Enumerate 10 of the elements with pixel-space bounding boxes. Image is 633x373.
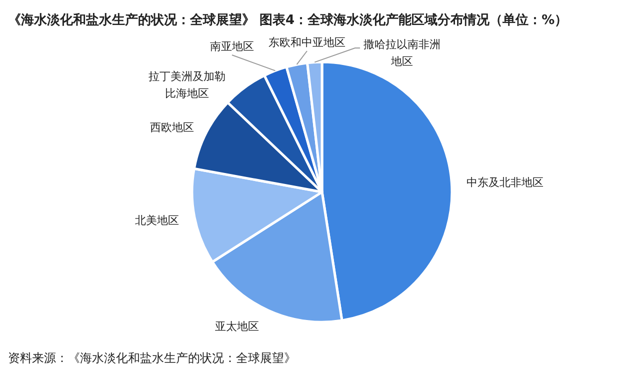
slice-label: 拉丁美洲及加勒比海地区 <box>148 70 226 100</box>
slice-label: 撒哈拉以南非洲地区 <box>364 38 440 68</box>
slice-label: 北美地区 <box>135 214 179 227</box>
slice-label: 西欧地区 <box>150 121 194 134</box>
slice-label: 亚太地区 <box>215 320 259 333</box>
chart-title: 《海水淡化和盐水生产的状况：全球展望》 图表4：全球海水淡化产能区域分布情况（单位：%） <box>8 12 568 28</box>
slice-label: 中东及北非地区 <box>466 176 544 189</box>
text: 资料来源：《海水淡化和盐水生产的状况：全球展望》 <box>8 351 296 365</box>
slice-label: 南亚地区 <box>210 40 254 53</box>
slice-label: 东欧和中亚地区 <box>268 36 346 49</box>
